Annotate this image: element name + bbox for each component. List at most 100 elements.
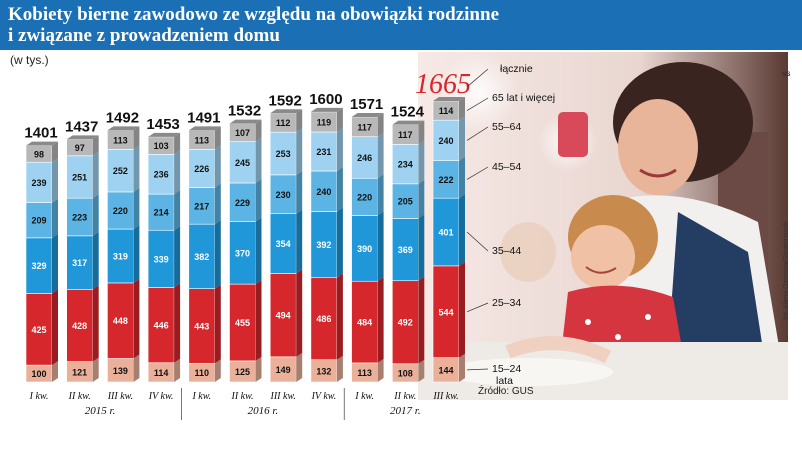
total-value-label: 1453 bbox=[146, 116, 179, 133]
bar-segment-side bbox=[133, 145, 140, 192]
legend-label: 55–64 bbox=[492, 121, 521, 133]
segment-value-label: 220 bbox=[357, 192, 372, 202]
bar-segment-side bbox=[255, 178, 262, 222]
bar-segment-side bbox=[92, 357, 99, 382]
segment-value-label: 484 bbox=[357, 318, 372, 328]
segment-value-label: 370 bbox=[235, 248, 250, 258]
segment-value-label: 113 bbox=[195, 135, 210, 145]
bar-top-cap bbox=[26, 141, 58, 146]
legend-label: lata bbox=[496, 375, 513, 387]
bar-segment-side bbox=[133, 354, 140, 382]
bar-segment-side bbox=[377, 358, 384, 382]
bar-segment-side bbox=[296, 128, 303, 175]
segment-value-label: 112 bbox=[276, 118, 291, 128]
photo-illustration bbox=[418, 52, 788, 400]
x-tick-label: III kw. bbox=[270, 391, 296, 402]
bar-segment-side bbox=[92, 231, 99, 290]
bar-segment-side bbox=[52, 361, 58, 382]
segment-value-label: 103 bbox=[154, 141, 169, 151]
bar-segment-side bbox=[174, 283, 181, 363]
bar-segment-side bbox=[174, 190, 181, 231]
segment-value-label: 223 bbox=[72, 212, 87, 222]
segment-value-label: 222 bbox=[438, 175, 453, 185]
bar-segment bbox=[269, 174, 297, 215]
segment-value-label: 446 bbox=[154, 321, 169, 331]
chart-title: Kobiety bierne zawodowo ze względu na ob… bbox=[8, 4, 499, 46]
segment-value-label: 240 bbox=[316, 187, 331, 197]
total-value-label: 1401 bbox=[24, 125, 57, 142]
segment-value-label: 455 bbox=[235, 318, 250, 328]
segment-value-label: 149 bbox=[276, 365, 291, 375]
segment-value-label: 390 bbox=[357, 244, 372, 254]
bar-segment bbox=[229, 141, 256, 184]
bar-segment-side bbox=[52, 158, 58, 203]
bar-top-cap bbox=[270, 109, 303, 114]
bar-segment-side bbox=[336, 273, 343, 360]
bar-segment-side bbox=[336, 207, 343, 278]
bar-segment bbox=[107, 149, 134, 193]
legend-label: 45–54 bbox=[492, 161, 521, 173]
source-note: Źródło: GUS bbox=[478, 386, 534, 397]
bar-segment-side bbox=[296, 269, 303, 357]
title-line-2: i związane z prowadzeniem domu bbox=[8, 25, 280, 46]
bar-segment-side bbox=[296, 170, 303, 214]
year-group-label: 2015 r. bbox=[85, 405, 116, 417]
x-tick-label: I kw. bbox=[354, 391, 374, 402]
bar-segment-side bbox=[459, 261, 465, 358]
bar-segment-side bbox=[377, 211, 384, 282]
bar-segment-side bbox=[459, 156, 465, 199]
bar-segment-side bbox=[459, 116, 465, 161]
segment-value-label: 240 bbox=[438, 136, 453, 146]
total-value-label: 1492 bbox=[106, 109, 139, 126]
bar-segment-side bbox=[255, 119, 262, 142]
bar-segment bbox=[269, 356, 297, 383]
total-value-label: 1600 bbox=[309, 91, 342, 108]
bar-segment-side bbox=[255, 280, 262, 361]
segment-value-label: 392 bbox=[316, 240, 331, 250]
ns-logo: NS bbox=[782, 72, 791, 78]
bar-segment-side bbox=[92, 135, 99, 156]
bar-top-cap bbox=[107, 126, 140, 131]
bar-segment bbox=[25, 161, 53, 203]
bar-segment bbox=[310, 211, 338, 278]
bar-segment bbox=[351, 280, 378, 364]
total-value-label: 1491 bbox=[187, 109, 220, 126]
segment-value-label: 119 bbox=[317, 117, 332, 127]
segment-value-label: 369 bbox=[398, 245, 413, 255]
bar-top-cap bbox=[66, 135, 99, 140]
segment-value-label: 245 bbox=[235, 158, 250, 168]
bar-segment-side bbox=[255, 356, 262, 382]
title-line-1: Kobiety bierne zawodowo ze względu na ob… bbox=[8, 4, 500, 25]
bar-segment bbox=[25, 293, 53, 366]
bar-segment-side bbox=[52, 198, 58, 238]
bar-segment-side bbox=[418, 276, 425, 364]
segment-value-label: 317 bbox=[72, 258, 87, 268]
segment-value-label: 329 bbox=[31, 261, 46, 271]
bar-segment-side bbox=[336, 107, 343, 133]
segment-value-label: 97 bbox=[75, 143, 85, 153]
bar-segment-side bbox=[296, 352, 303, 382]
segment-value-label: 544 bbox=[438, 307, 453, 317]
segment-value-label: 114 bbox=[154, 368, 169, 378]
bar-segment-side bbox=[214, 183, 221, 225]
total-value-label: 1571 bbox=[350, 96, 383, 113]
segment-value-label: 251 bbox=[72, 172, 87, 182]
segment-value-label: 125 bbox=[235, 367, 250, 377]
legend-leader-line bbox=[466, 302, 489, 313]
bar-segment-side bbox=[418, 140, 425, 184]
legend-leader-line bbox=[466, 368, 489, 371]
bar-segment-side bbox=[377, 112, 384, 137]
segment-value-label: 220 bbox=[113, 206, 128, 216]
segment-value-label: 217 bbox=[194, 201, 209, 211]
bar-segment-side bbox=[336, 128, 343, 171]
bar-segment-side bbox=[214, 220, 221, 289]
segment-value-label: 492 bbox=[398, 318, 413, 328]
x-tick-label: III kw. bbox=[432, 391, 458, 402]
bar-top-cap bbox=[433, 96, 465, 101]
segment-value-label: 108 bbox=[398, 368, 413, 378]
bar-segment-side bbox=[214, 284, 221, 364]
segment-value-label: 110 bbox=[195, 368, 210, 378]
segment-value-label: 339 bbox=[154, 254, 169, 264]
legend-label: 65 lat i więcej bbox=[492, 92, 555, 104]
